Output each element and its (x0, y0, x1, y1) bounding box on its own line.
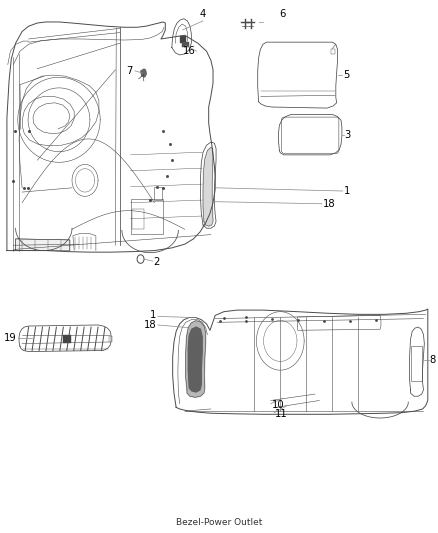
Text: 8: 8 (430, 354, 436, 365)
Text: 10: 10 (272, 400, 284, 410)
Text: 11: 11 (275, 409, 288, 419)
Bar (180, 36, 186, 43)
Text: 7: 7 (127, 66, 133, 76)
Polygon shape (16, 239, 70, 251)
Bar (411, 346, 422, 381)
Text: 16: 16 (183, 46, 195, 56)
Text: 2: 2 (154, 257, 160, 267)
Polygon shape (186, 321, 206, 397)
Bar (131, 199, 163, 233)
Text: 18: 18 (144, 320, 157, 330)
Text: 1: 1 (344, 186, 350, 196)
Text: 6: 6 (279, 9, 286, 19)
Text: 3: 3 (345, 130, 351, 140)
Bar (331, 49, 336, 54)
Polygon shape (203, 148, 213, 226)
Polygon shape (188, 327, 202, 392)
Text: 4: 4 (200, 9, 206, 19)
Text: 18: 18 (323, 199, 336, 209)
Polygon shape (141, 69, 147, 77)
Text: 5: 5 (343, 70, 349, 80)
Bar (155, 187, 162, 200)
Text: 19: 19 (4, 333, 17, 343)
Bar (109, 336, 113, 342)
Bar (182, 42, 189, 47)
Bar (64, 335, 71, 343)
Bar (132, 209, 144, 229)
Text: Bezel-Power Outlet: Bezel-Power Outlet (177, 518, 263, 527)
Text: 1: 1 (150, 310, 157, 320)
